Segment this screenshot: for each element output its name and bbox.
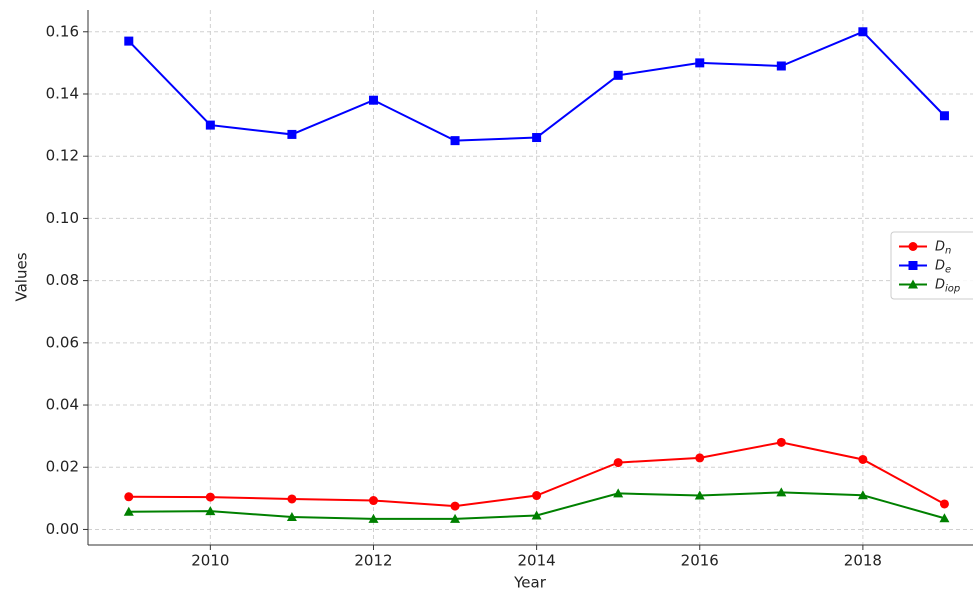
y-tick-label: 0.16 (46, 22, 79, 40)
marker (287, 129, 297, 139)
marker (908, 279, 918, 289)
data-layer (123, 27, 950, 523)
marker (613, 488, 624, 498)
x-tick-label: 2014 (518, 552, 556, 570)
marker (124, 36, 134, 46)
x-tick-label: 2012 (354, 552, 392, 570)
marker (531, 510, 542, 520)
marker (694, 490, 705, 500)
marker (368, 496, 378, 506)
y-axis-label: Values (13, 252, 31, 301)
marker (776, 61, 786, 71)
marker (123, 506, 134, 516)
marker (205, 120, 215, 130)
legend-label: De (935, 258, 951, 276)
marker (368, 513, 379, 523)
y-tick-label: 0.10 (46, 209, 79, 227)
marker (286, 512, 297, 522)
marker (613, 458, 623, 468)
marker (368, 95, 378, 105)
x-tick-label: 2016 (681, 552, 719, 570)
y-tick-label: 0.08 (46, 271, 79, 289)
marker (908, 261, 918, 270)
y-tick-label: 0.02 (46, 458, 79, 476)
y-tick-label: 0.06 (46, 333, 79, 351)
legend-label: Dn (935, 239, 951, 257)
marker (858, 454, 868, 464)
marker (908, 242, 918, 251)
grid-layer (88, 10, 973, 545)
legend-label: Diop (935, 277, 960, 295)
marker (857, 490, 868, 500)
marker (939, 111, 949, 121)
y-tick-label: 0.14 (46, 84, 79, 102)
x-tick-label: 2010 (191, 552, 229, 570)
y-tick-label: 0.04 (46, 396, 79, 414)
y-tick-label: 0.12 (46, 147, 79, 165)
marker (450, 501, 460, 511)
marker (939, 513, 950, 523)
marker (939, 499, 949, 509)
marker (124, 492, 134, 502)
marker (858, 27, 868, 37)
marker (205, 506, 216, 516)
marker (613, 70, 623, 80)
marker (532, 133, 542, 143)
marker (287, 494, 297, 504)
marker (205, 492, 215, 502)
marker (695, 453, 705, 463)
marker (532, 491, 542, 501)
x-tick-label: 2018 (844, 552, 882, 570)
marker (695, 58, 705, 68)
y-tick-label: 0.00 (46, 520, 79, 538)
marker (776, 487, 787, 497)
marker (450, 513, 461, 523)
marker (776, 437, 786, 447)
marker (450, 136, 460, 146)
x-axis-label: Year (513, 574, 547, 592)
